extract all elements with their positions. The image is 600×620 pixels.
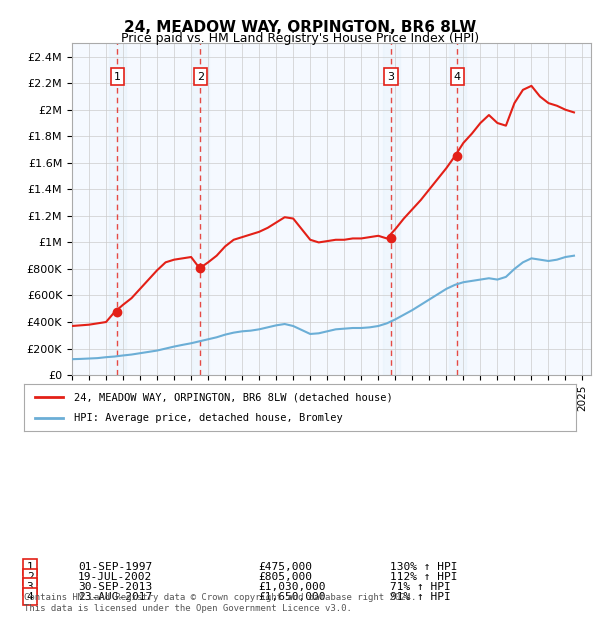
Bar [383,43,400,375]
Text: 24, MEADOW WAY, ORPINGTON, BR6 8LW (detached house): 24, MEADOW WAY, ORPINGTON, BR6 8LW (deta… [74,392,392,402]
Text: £805,000: £805,000 [258,572,312,582]
Text: 3: 3 [26,582,34,591]
Text: 3: 3 [388,71,395,82]
Text: 30-SEP-2013: 30-SEP-2013 [78,582,152,591]
Text: Price paid vs. HM Land Registry's House Price Index (HPI): Price paid vs. HM Land Registry's House … [121,32,479,45]
Bar [192,43,209,375]
Text: 91% ↑ HPI: 91% ↑ HPI [390,591,451,601]
Text: 112% ↑ HPI: 112% ↑ HPI [390,572,458,582]
Text: Contains HM Land Registry data © Crown copyright and database right 2024.
This d: Contains HM Land Registry data © Crown c… [24,593,416,613]
Bar [449,43,466,375]
Text: 1: 1 [26,562,34,572]
Bar [109,43,126,375]
Text: 71% ↑ HPI: 71% ↑ HPI [390,582,451,591]
Text: £1,030,000: £1,030,000 [258,582,325,591]
Text: £1,650,000: £1,650,000 [258,591,325,601]
Text: 4: 4 [26,591,34,601]
Text: 4: 4 [454,71,461,82]
Text: 01-SEP-1997: 01-SEP-1997 [78,562,152,572]
Text: £475,000: £475,000 [258,562,312,572]
Text: 2: 2 [26,572,34,582]
Text: HPI: Average price, detached house, Bromley: HPI: Average price, detached house, Brom… [74,413,343,423]
Text: 2: 2 [197,71,204,82]
Text: 23-AUG-2017: 23-AUG-2017 [78,591,152,601]
Text: 19-JUL-2002: 19-JUL-2002 [78,572,152,582]
Text: 24, MEADOW WAY, ORPINGTON, BR6 8LW: 24, MEADOW WAY, ORPINGTON, BR6 8LW [124,20,476,35]
Text: 130% ↑ HPI: 130% ↑ HPI [390,562,458,572]
Text: 1: 1 [114,71,121,82]
